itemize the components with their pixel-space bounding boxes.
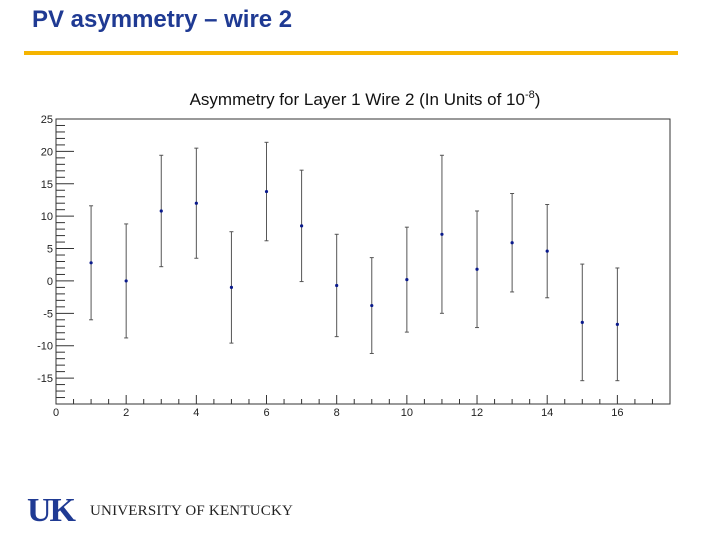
data-marker <box>510 241 514 245</box>
data-marker <box>194 201 198 205</box>
uk-logo: UK <box>27 492 76 529</box>
x-tick-label: 16 <box>611 407 623 419</box>
data-marker <box>370 303 374 308</box>
data-point <box>439 154 444 314</box>
y-tick-label: 25 <box>41 114 53 126</box>
chart-title-close: ) <box>535 90 541 109</box>
chart-title-main: Asymmetry for Layer 1 Wire 2 (In Units o… <box>190 90 525 109</box>
data-point <box>159 154 164 268</box>
data-point <box>510 192 515 293</box>
y-tick-label: 0 <box>47 276 53 288</box>
data-point <box>580 263 585 382</box>
data-marker <box>475 267 479 271</box>
data-point <box>194 147 199 259</box>
data-marker <box>124 279 128 283</box>
plot-frame <box>55 118 671 405</box>
data-point <box>369 257 374 354</box>
x-axis: 0 2 4 6 8 10 12 14 16 <box>53 395 671 419</box>
x-tick-label: 2 <box>123 407 129 419</box>
data-marker <box>440 232 444 236</box>
data-marker <box>159 209 163 213</box>
x-tick-label: 0 <box>53 407 59 419</box>
data-marker <box>229 285 234 290</box>
data-point <box>229 231 234 344</box>
data-point <box>545 204 550 299</box>
footer: UK UNIVERSITY OF KENTUCKY <box>24 494 324 528</box>
x-tick-label: 6 <box>263 407 269 419</box>
data-point <box>475 210 480 329</box>
chart-title-exponent: -8 <box>525 89 535 101</box>
x-tick-label: 8 <box>334 407 340 419</box>
y-tick-label: 10 <box>41 211 53 223</box>
data-marker <box>264 189 269 194</box>
data-marker <box>615 322 619 326</box>
y-tick-label: -5 <box>43 308 53 320</box>
x-tick-label: 4 <box>193 407 199 419</box>
data-point <box>124 223 129 339</box>
data-point <box>615 267 620 382</box>
data-points <box>89 141 620 382</box>
slide-title: PV asymmetry – wire 2 <box>32 6 293 33</box>
title-underline <box>24 51 678 55</box>
institution-name: UNIVERSITY OF KENTUCKY <box>90 503 294 519</box>
y-tick-label: 15 <box>41 179 53 191</box>
data-point <box>264 141 269 242</box>
data-point <box>89 205 94 321</box>
data-point <box>404 226 409 333</box>
x-tick-label: 10 <box>401 407 413 419</box>
x-tick-label: 14 <box>541 407 553 419</box>
y-axis: -15 -10 -5 0 5 10 15 20 25 <box>37 114 74 405</box>
data-marker <box>545 249 549 253</box>
data-marker <box>405 278 409 282</box>
data-point <box>334 233 339 338</box>
data-marker <box>300 224 304 228</box>
data-marker <box>580 320 584 324</box>
y-tick-label: 5 <box>47 244 53 256</box>
x-tick-label: 12 <box>471 407 483 419</box>
y-tick-label: -10 <box>37 341 53 353</box>
y-tick-label: -15 <box>37 373 53 385</box>
y-tick-label: 20 <box>41 146 53 158</box>
data-marker <box>335 283 339 288</box>
data-point <box>299 169 304 283</box>
chart-title: Asymmetry for Layer 1 Wire 2 (In Units o… <box>190 89 541 109</box>
data-marker <box>89 261 93 265</box>
